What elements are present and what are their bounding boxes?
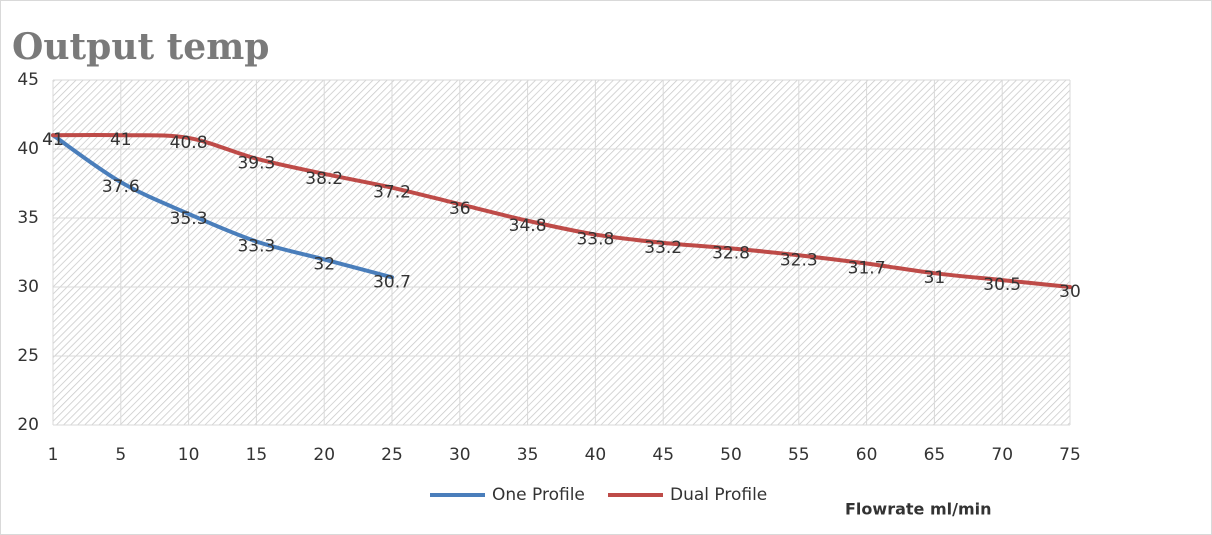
y-tick-label: 20	[17, 415, 39, 435]
x-tick-label: 10	[178, 445, 200, 465]
legend-label: One Profile	[492, 485, 585, 505]
data-label: 37.2	[373, 183, 411, 203]
data-label: 31	[924, 268, 946, 288]
data-label: 41	[110, 130, 132, 150]
x-tick-label: 60	[856, 445, 878, 465]
x-tick-label: 20	[313, 445, 335, 465]
y-tick-label: 40	[17, 139, 39, 159]
x-tick-label: 30	[449, 445, 471, 465]
data-label: 32	[313, 254, 335, 274]
chart-title: Output temp	[12, 26, 269, 68]
plot-area	[53, 80, 1070, 425]
data-label: 35.3	[170, 209, 208, 229]
x-tick-label: 40	[585, 445, 607, 465]
data-label: 38.2	[305, 169, 343, 189]
y-tick-label: 45	[17, 70, 39, 90]
x-tick-label: 25	[381, 445, 403, 465]
x-tick-label: 5	[115, 445, 126, 465]
data-label: 30.7	[373, 272, 411, 292]
data-label: 33.8	[576, 230, 614, 250]
y-tick-label: 30	[17, 277, 39, 297]
data-label: 36	[449, 199, 471, 219]
data-label: 33.3	[237, 236, 275, 256]
data-label: 32.8	[712, 243, 750, 263]
series-line	[51, 133, 394, 280]
x-tick-label: 55	[788, 445, 810, 465]
data-label: 33.2	[644, 238, 682, 258]
x-tick-label: 50	[720, 445, 742, 465]
x-tick-label: 70	[991, 445, 1013, 465]
series-line	[51, 132, 1072, 289]
x-tick-label: 75	[1059, 445, 1081, 465]
data-label: 40.8	[170, 133, 208, 153]
data-label: 32.3	[780, 250, 818, 270]
x-tick-label: 45	[652, 445, 674, 465]
data-label: 31.7	[848, 259, 886, 279]
data-label: 39.3	[237, 154, 275, 174]
y-tick-label: 35	[17, 208, 39, 228]
y-tick-label: 25	[17, 346, 39, 366]
x-tick-label: 65	[924, 445, 946, 465]
x-tick-label: 1	[48, 445, 59, 465]
x-tick-label: 15	[246, 445, 268, 465]
x-tick-label: 35	[517, 445, 539, 465]
data-label: 34.8	[509, 216, 547, 236]
data-label: 30	[1059, 282, 1081, 302]
data-label: 37.6	[102, 177, 140, 197]
legend-label: Dual Profile	[670, 485, 767, 505]
data-label: 30.5	[983, 275, 1021, 295]
data-label: 41	[42, 130, 64, 150]
x-axis-label: Flowrate ml/min	[845, 500, 992, 519]
